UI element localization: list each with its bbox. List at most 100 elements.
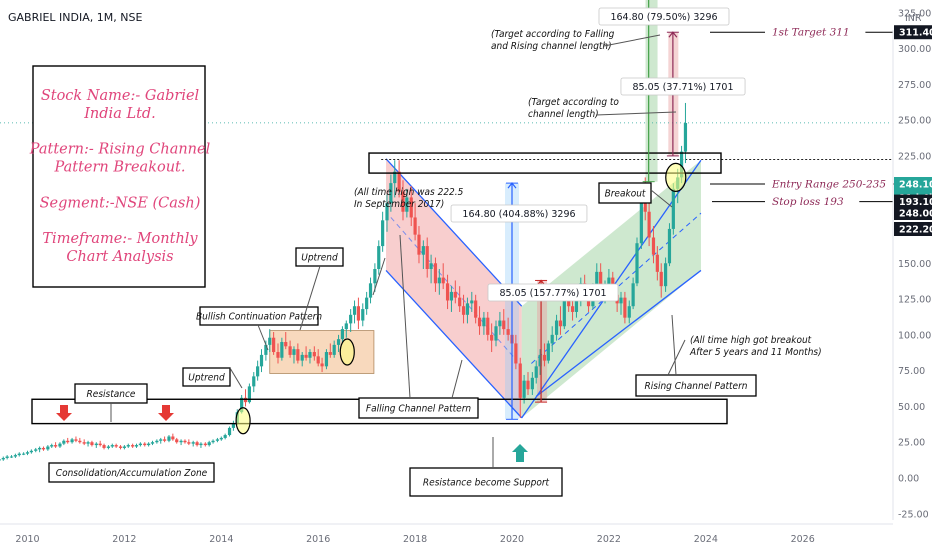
- uptrend-label: Uptrend: [301, 253, 338, 264]
- candle-body: [542, 354, 547, 361]
- pointer-line: [229, 367, 243, 389]
- candle-body: [356, 306, 361, 321]
- pointer-line: [650, 189, 673, 208]
- price-tag-label: 222.20: [899, 225, 932, 236]
- x-tick-label: 2020: [500, 534, 524, 545]
- price-tag: [894, 25, 932, 40]
- candle-body: [368, 283, 373, 298]
- candle-body: [477, 317, 482, 327]
- candle-body: [349, 314, 353, 324]
- candle-body: [663, 263, 668, 287]
- candle-body: [562, 294, 566, 327]
- candle-body: [385, 203, 389, 221]
- falling-channel-label: Falling Channel Pattern: [366, 404, 471, 415]
- x-tick-label: 2012: [112, 534, 136, 545]
- price-tag-label: 193.10: [899, 197, 932, 208]
- candle-body: [98, 443, 102, 446]
- candle-body: [199, 443, 203, 446]
- candle-body: [320, 363, 324, 367]
- candle-body: [667, 228, 672, 264]
- candle-body: [94, 443, 98, 446]
- candle-body: [187, 442, 191, 444]
- y-tick-label: 150.00: [898, 259, 931, 270]
- candle-body: [46, 446, 50, 450]
- candle-body: [171, 436, 175, 440]
- candle-body: [34, 449, 38, 451]
- candle-body: [679, 151, 684, 178]
- uptrend-label-box: [182, 367, 231, 387]
- candle-body: [191, 442, 195, 444]
- candle-body: [296, 349, 300, 361]
- candle-body: [352, 306, 357, 315]
- candle-body: [506, 329, 510, 335]
- candle-body: [126, 445, 130, 447]
- candle-body: [207, 442, 211, 446]
- candle-body: [50, 445, 54, 447]
- x-tick-label: 2026: [791, 534, 815, 545]
- candle-body: [280, 342, 284, 358]
- candle-body: [259, 354, 264, 367]
- candle-body: [74, 439, 78, 441]
- rising-channel-label: Rising Channel Pattern: [645, 381, 748, 392]
- y-tick-label: 325.00: [898, 8, 931, 19]
- measure-label-box: [487, 283, 619, 302]
- candle-body: [284, 342, 288, 347]
- candle-body: [530, 377, 534, 390]
- note-ath-2017: In September 2017): [354, 199, 444, 210]
- down-arrow-icon: [158, 405, 174, 421]
- candle-body: [659, 271, 663, 287]
- candle-body: [482, 317, 486, 327]
- channel-line: [385, 269, 523, 419]
- candle-body: [223, 435, 227, 438]
- price-tag: [894, 222, 932, 236]
- candle-body: [17, 453, 21, 456]
- consolidation-label: Consolidation/Accumulation Zone: [56, 468, 208, 479]
- info-box: [32, 65, 206, 288]
- candle-body: [86, 442, 90, 444]
- resistance-label: Resistance: [87, 389, 136, 400]
- candle-body: [70, 439, 74, 443]
- candle-body: [470, 300, 474, 304]
- candle-body: [29, 450, 33, 453]
- candle-body: [247, 386, 252, 403]
- candle-body: [433, 263, 438, 284]
- x-tick-label: 2018: [403, 534, 427, 545]
- resistance-support-label: Resistance become Support: [423, 478, 550, 489]
- ath-resistance-zone: [368, 152, 722, 174]
- candle-body: [647, 211, 651, 238]
- candle-body: [118, 446, 123, 448]
- candle-body: [147, 443, 151, 446]
- candle-body: [312, 352, 316, 357]
- candle-body: [461, 306, 466, 315]
- candle-body: [405, 197, 409, 212]
- up-arrow-icon: [512, 444, 528, 462]
- candle-body: [143, 443, 147, 446]
- candle-body: [534, 366, 538, 378]
- candle-body: [110, 445, 114, 447]
- candle-body: [437, 277, 441, 284]
- y-tick-label: 100.00: [898, 330, 931, 341]
- candle-body: [494, 326, 498, 341]
- candle-body: [62, 440, 66, 444]
- candle-body: [183, 440, 187, 443]
- candle-body: [167, 436, 171, 441]
- y-tick-label: 225.00: [898, 151, 931, 162]
- candle-body: [643, 197, 647, 212]
- candle-body: [599, 271, 603, 292]
- candle-body: [0, 459, 1, 461]
- highlight-circle: [665, 162, 687, 192]
- candle-body: [514, 343, 518, 364]
- candle-body: [114, 445, 118, 447]
- channel-line: [535, 269, 702, 397]
- candle-body: [13, 455, 17, 457]
- candle-body: [328, 352, 332, 355]
- pointer-line: [299, 265, 321, 331]
- candle-body: [106, 446, 111, 448]
- candle-body: [22, 453, 26, 455]
- candle-body: [421, 246, 425, 255]
- pointer-line: [671, 314, 677, 376]
- candle-body: [150, 442, 155, 444]
- measure-label: 85.05 (37.71%) 1701: [632, 82, 733, 93]
- candle-body: [66, 440, 70, 443]
